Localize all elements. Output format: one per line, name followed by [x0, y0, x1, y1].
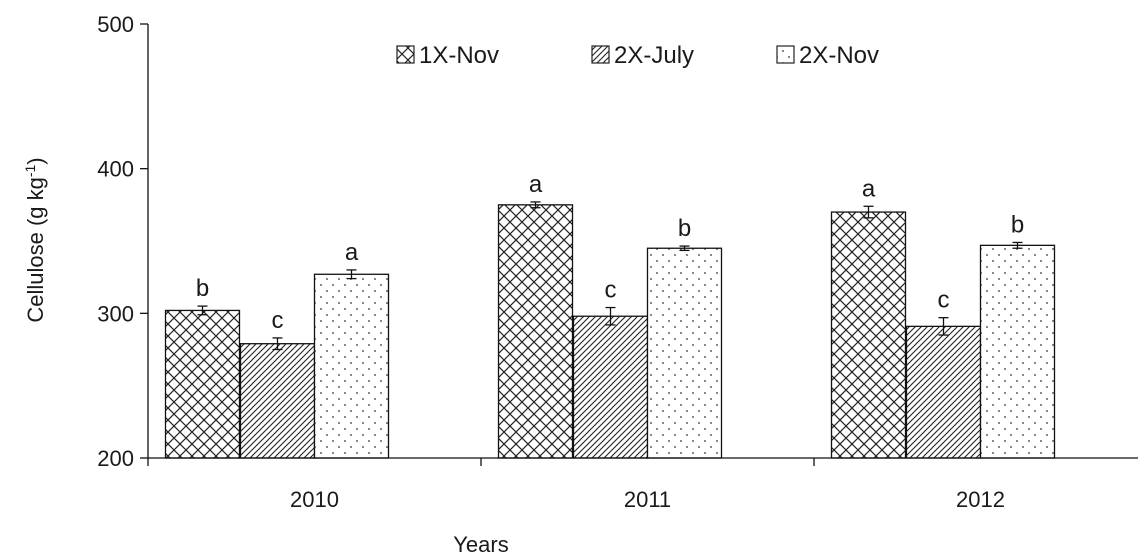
y-axis-label: Cellulose (g kg-1) — [22, 157, 48, 322]
y-tick-label-400: 400 — [97, 157, 134, 182]
error-bar-2x-nov-2011 — [679, 245, 690, 252]
legend-swatch-2x-july — [591, 45, 610, 64]
significance-letter-2x-nov-2010: a — [345, 239, 359, 266]
axes: 2010 2011 2012 200 300 400 500 — [97, 12, 1138, 512]
y-axis-label-close: ) — [23, 157, 48, 164]
error-bar-2x-nov-2010 — [346, 269, 357, 280]
error-bar-1x-nov-2011 — [530, 201, 541, 209]
significance-letter-1x-nov-2010: b — [196, 275, 209, 302]
y-axis-label-main: Cellulose (g kg — [23, 177, 48, 323]
significance-letter-2x-july-2010: c — [272, 307, 284, 334]
bar-2x-july-2012 — [905, 325, 982, 459]
significance-letter-2x-july-2012: c — [938, 287, 950, 314]
x-tick-label-2011: 2011 — [624, 487, 671, 512]
x-tick-label-2012: 2012 — [956, 487, 1005, 512]
error-bar-2x-nov-2012 — [1012, 241, 1023, 249]
significance-letter-2x-nov-2011: b — [678, 215, 691, 242]
legend-label-1x-nov: 1X-Nov — [419, 42, 499, 69]
legend-swatch-2x-nov — [776, 45, 795, 64]
error-bar-2x-july-2012 — [938, 317, 949, 336]
bar-1x-nov-2011 — [497, 204, 574, 459]
legend-label-2x-nov: 2X-Nov — [799, 42, 879, 69]
bar-2x-nov-2012 — [979, 244, 1056, 459]
error-bar-2x-july-2011 — [605, 306, 616, 326]
bar-2x-nov-2011 — [646, 247, 723, 459]
bar-2x-july-2011 — [572, 315, 649, 459]
legend-label-2x-july: 2X-July — [614, 42, 694, 69]
significance-letter-1x-nov-2012: a — [862, 175, 876, 202]
error-bar-1x-nov-2010 — [197, 305, 208, 316]
legend-item-2x-nov: 2X-Nov — [776, 42, 879, 69]
legend-item-2x-july: 2X-July — [591, 42, 694, 69]
bar-1x-nov-2012 — [830, 211, 907, 459]
bars: b c a a c b a c b — [164, 171, 1056, 459]
bar-2x-july-2010 — [239, 343, 316, 459]
error-bar-1x-nov-2012 — [863, 205, 874, 219]
legend-item-1x-nov: 1X-Nov — [396, 42, 499, 69]
significance-letter-1x-nov-2011: a — [529, 171, 543, 198]
y-tick-label-500: 500 — [97, 12, 134, 37]
y-axis-label-superscript: -1 — [22, 164, 38, 177]
significance-letter-2x-nov-2012: b — [1011, 211, 1024, 238]
y-tick-label-200: 200 — [97, 446, 134, 471]
x-tick-label-2010: 2010 — [290, 487, 339, 512]
y-tick-label-300: 300 — [97, 301, 134, 326]
bar-1x-nov-2010 — [164, 309, 241, 459]
significance-letter-2x-july-2011: c — [605, 277, 617, 304]
error-bar-2x-july-2010 — [272, 337, 283, 351]
legend-swatch-1x-nov — [396, 45, 415, 64]
legend: 1X-Nov 2X-July 2X-Nov — [396, 42, 879, 69]
x-axis-label: Years — [453, 532, 508, 557]
bar-2x-nov-2010 — [313, 273, 390, 459]
